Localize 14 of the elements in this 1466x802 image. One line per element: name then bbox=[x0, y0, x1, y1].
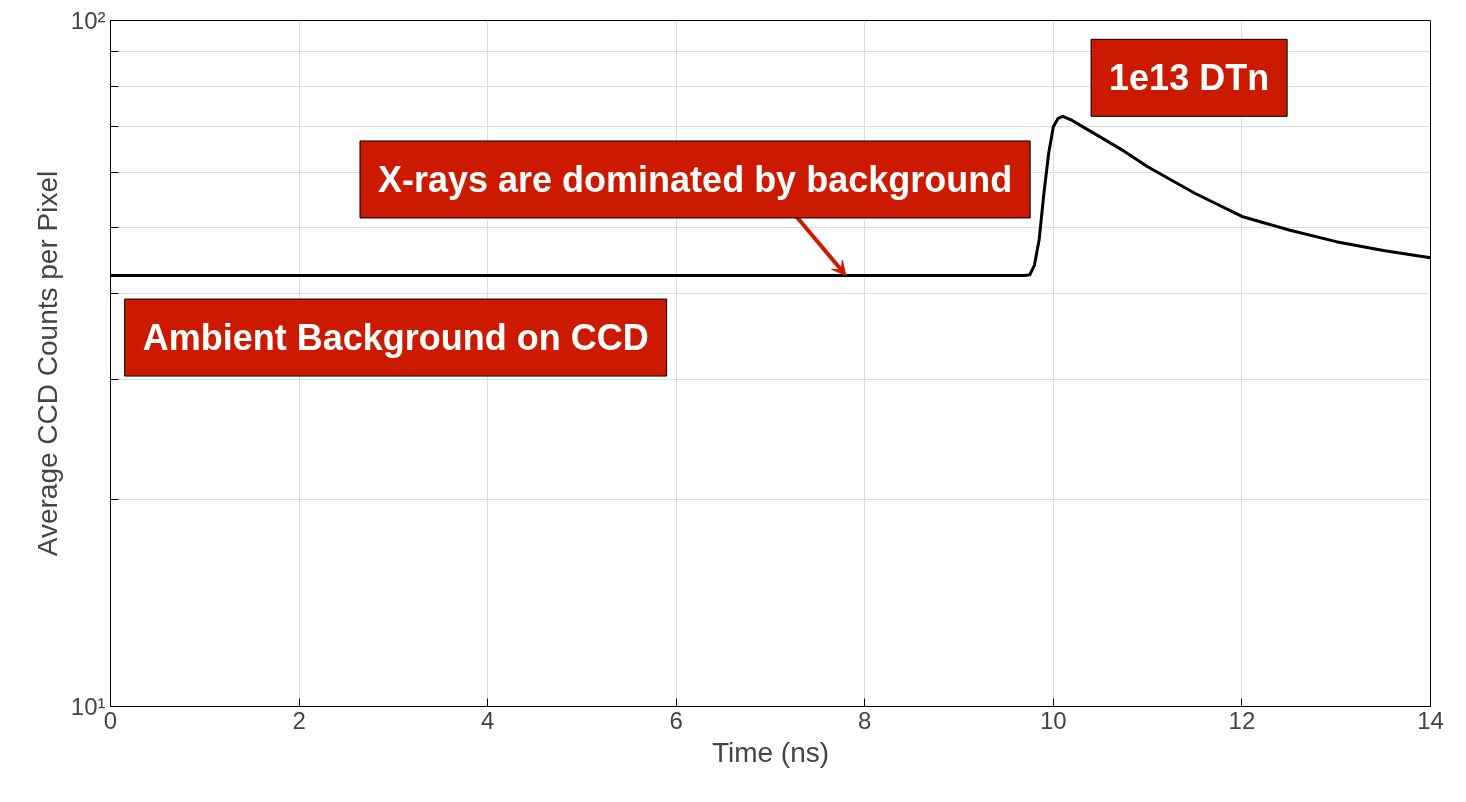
y-tick-label: 10¹ bbox=[70, 693, 106, 720]
x-tick-label: 14 bbox=[1417, 706, 1444, 734]
x-tick-label: 6 bbox=[669, 706, 683, 734]
annotation: 1e13 DTn bbox=[1109, 57, 1270, 99]
x-tick-label: 4 bbox=[480, 706, 495, 734]
y-axis-title: Average CCD Counts per Pixel bbox=[31, 170, 63, 557]
x-axis-title: Time (ns) bbox=[711, 736, 830, 768]
y-tick-label: 10² bbox=[70, 7, 106, 34]
x-tick-label: 12 bbox=[1228, 706, 1256, 734]
x-tick-label: 10 bbox=[1040, 706, 1067, 734]
annotation: X-rays are dominated by background bbox=[377, 158, 1013, 200]
annotation: Ambient Background on CCD bbox=[142, 317, 649, 359]
x-tick-label: 2 bbox=[292, 706, 306, 734]
x-tick-label: 8 bbox=[858, 706, 872, 734]
